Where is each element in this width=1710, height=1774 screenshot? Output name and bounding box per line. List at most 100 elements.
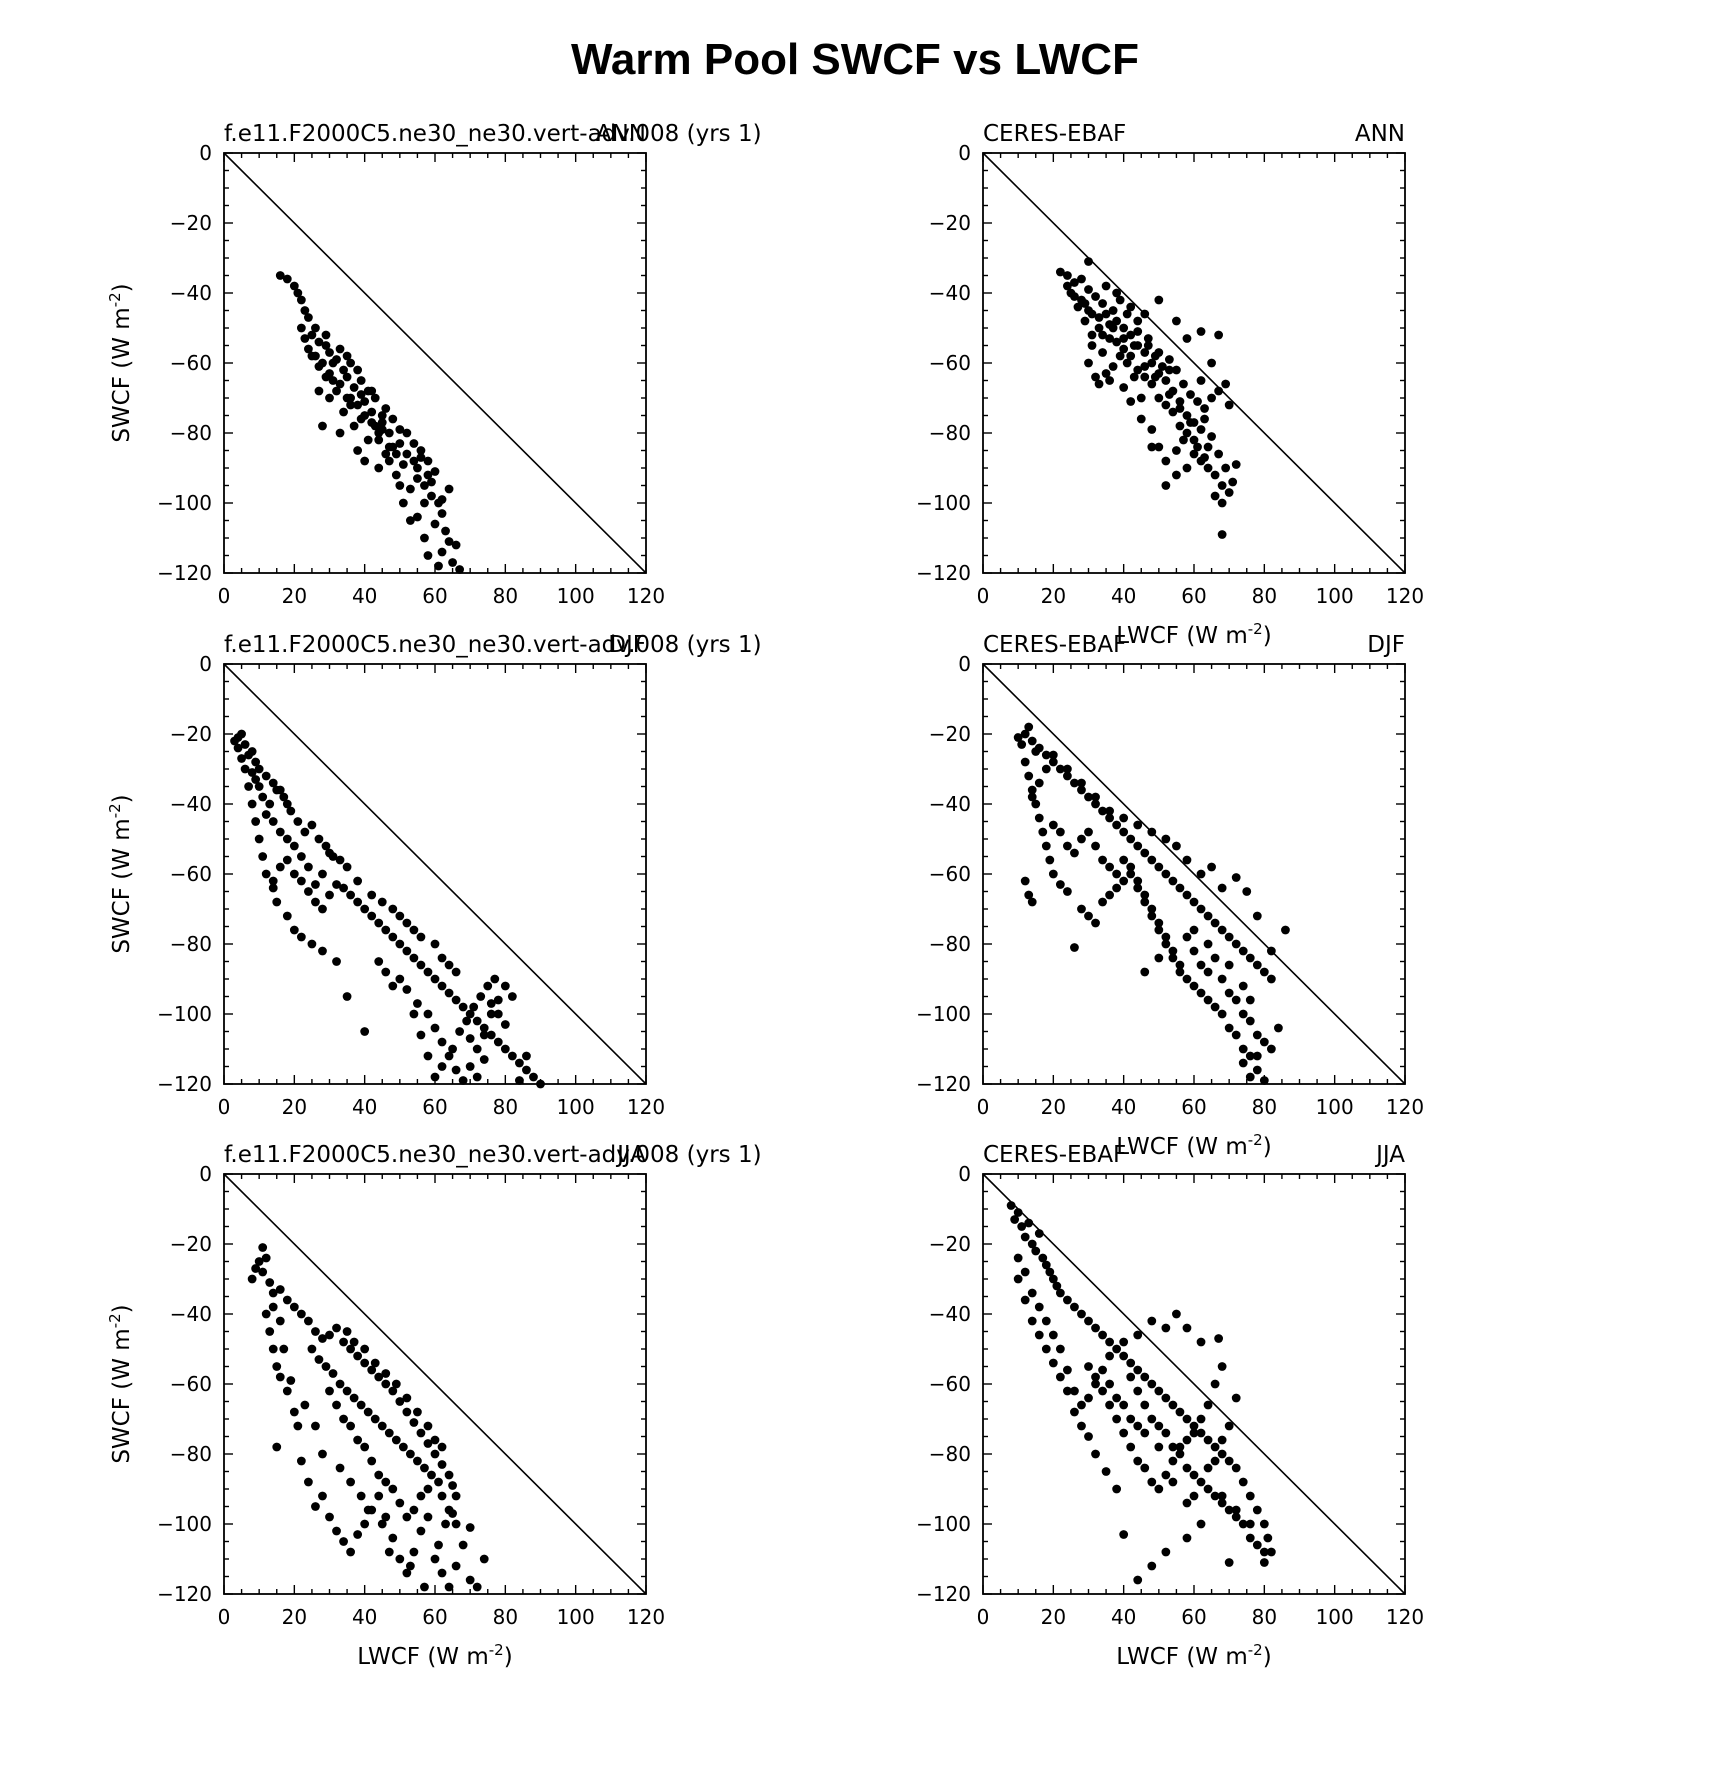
panel-title-left: f.e11.F2000C5.ne30_ne30.vert-adv.008 (yr…	[224, 121, 762, 147]
scatter-point	[296, 852, 306, 861]
scatter-point	[1080, 299, 1090, 308]
scatter-point	[1210, 953, 1220, 963]
scatter-point	[1105, 1351, 1114, 1361]
scatter-point	[437, 509, 447, 518]
scatter-point	[1105, 890, 1114, 900]
panel-title-right: ANN	[1355, 121, 1405, 147]
scatter-point	[1126, 330, 1136, 340]
scatter-point	[328, 376, 338, 385]
scatter-point	[346, 1477, 355, 1487]
scatter-point	[374, 1491, 384, 1501]
scatter-point	[300, 827, 310, 837]
scatter-point	[1245, 1533, 1255, 1543]
scatter-point	[1098, 348, 1107, 357]
scatter-point	[1087, 309, 1097, 319]
scatter-point	[254, 782, 264, 791]
scatter-point	[1161, 1428, 1171, 1438]
scatter-point	[268, 817, 278, 826]
scatter-point	[381, 1477, 391, 1487]
scatter-point	[258, 1267, 268, 1277]
scatter-point	[1105, 1337, 1114, 1347]
scatter-point	[1105, 334, 1114, 343]
scatter-point	[272, 897, 282, 907]
scatter-point	[1034, 778, 1044, 788]
scatter-point	[282, 834, 292, 844]
scatter-point	[1080, 316, 1090, 326]
scatter-point	[493, 995, 503, 1005]
scatter-point	[1020, 1232, 1030, 1242]
reference-line	[982, 1173, 1406, 1595]
scatter-point	[1034, 813, 1044, 823]
scatter-point	[1070, 943, 1079, 952]
scatter-point	[1084, 827, 1093, 837]
scatter-point	[472, 1044, 482, 1054]
scatter-point	[1084, 1393, 1093, 1403]
scatter-point	[1231, 1463, 1241, 1473]
scatter-point	[332, 386, 341, 396]
scatter-point	[318, 946, 327, 956]
scatter-point	[332, 1400, 341, 1410]
scatter-point	[430, 1554, 440, 1564]
scatter-point	[318, 904, 327, 914]
y-tick-label: 0	[199, 652, 212, 676]
scatter-point	[413, 1456, 422, 1466]
scatter-point	[465, 1009, 475, 1019]
panel-title-right: JJA	[615, 1142, 646, 1168]
scatter-point	[1203, 995, 1213, 1005]
scatter-point	[1017, 740, 1027, 749]
scatter-point	[1252, 1065, 1262, 1075]
y-tick-label: −60	[170, 862, 212, 886]
scatter-point	[398, 460, 408, 469]
scatter-point	[1217, 1498, 1227, 1508]
scatter-point	[1063, 771, 1072, 781]
scatter-point	[1182, 855, 1192, 865]
scatter-point	[405, 1449, 415, 1459]
scatter-point	[444, 988, 454, 998]
scatter-point	[1203, 1463, 1213, 1473]
x-tick-label: 120	[1386, 584, 1424, 608]
scatter-point	[1175, 960, 1185, 970]
scatter-point	[1196, 960, 1206, 970]
scatter-point	[254, 1257, 264, 1266]
scatter-point	[522, 1065, 531, 1075]
scatter-point	[1133, 1330, 1143, 1340]
scatter-point	[244, 782, 254, 791]
scatter-point	[247, 1274, 257, 1284]
scatter-point	[1027, 1316, 1037, 1326]
y-tick-label: 0	[199, 1162, 212, 1186]
x-tick-label: 40	[352, 1605, 377, 1629]
scatter-point	[1210, 1379, 1220, 1389]
x-tick-label: 80	[493, 1605, 518, 1629]
scatter-point	[416, 960, 426, 970]
scatter-point	[1119, 827, 1129, 837]
scatter-point	[1034, 1229, 1044, 1238]
scatter-point	[360, 1358, 370, 1368]
scatter-point	[391, 1435, 401, 1445]
scatter-point	[1140, 897, 1150, 907]
scatter-point	[1112, 337, 1122, 347]
scatter-point	[1084, 911, 1093, 921]
scatter-point	[289, 869, 299, 879]
scatter-point	[1175, 397, 1185, 406]
scatter-point	[1115, 351, 1125, 361]
scatter-point	[476, 992, 486, 1001]
scatter-point	[363, 1505, 373, 1515]
scatter-point	[356, 376, 366, 385]
scatter-point	[1077, 1309, 1086, 1319]
scatter-point	[1263, 1533, 1273, 1543]
scatter-point	[1161, 1470, 1171, 1480]
scatter-point	[1136, 393, 1146, 403]
x-tick-label: 60	[1181, 1605, 1206, 1629]
scatter-point	[1084, 285, 1093, 294]
scatter-point	[1091, 792, 1100, 802]
scatter-point	[353, 1435, 363, 1445]
scatter-point	[1133, 1456, 1143, 1466]
scatter-point	[437, 981, 447, 991]
scatter-point	[1196, 1519, 1206, 1529]
scatter-point	[388, 1484, 398, 1494]
scatter-point	[529, 1072, 538, 1082]
scatter-point	[1259, 1076, 1269, 1085]
scatter-point	[307, 1344, 317, 1354]
y-tick-label: −100	[916, 491, 971, 515]
scatter-point	[1077, 1421, 1086, 1431]
